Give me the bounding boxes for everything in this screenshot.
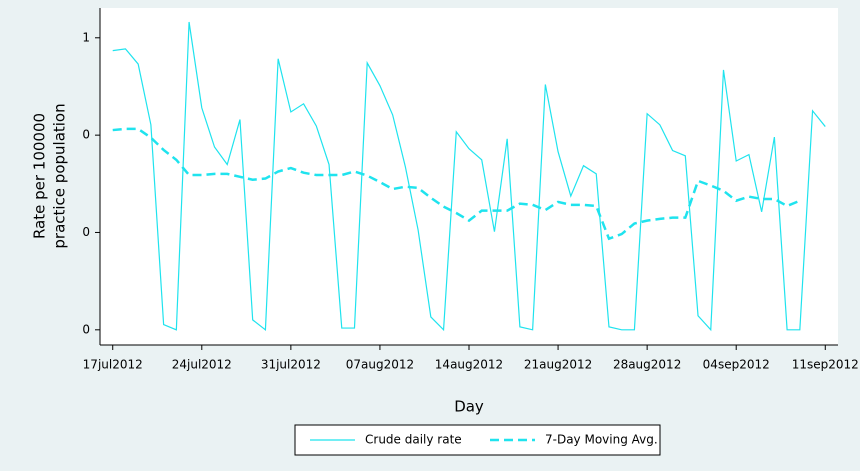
x-tick-label: 04sep2012	[703, 358, 770, 372]
x-axis-title: Day	[454, 398, 484, 416]
y-axis-title: practice population	[51, 103, 69, 248]
y-tick-label: 0	[82, 322, 90, 336]
x-tick-label: 28aug2012	[613, 358, 681, 372]
y-tick-label: 1	[82, 30, 90, 44]
series-line	[112, 127, 801, 241]
x-tick-label: 11sep2012	[792, 358, 859, 372]
x-tick-label: 24jul2012	[172, 358, 232, 372]
legend-label: Crude daily rate	[365, 433, 462, 447]
y-axis-title: Rate per 100000	[31, 113, 49, 239]
legend	[294, 424, 661, 456]
series-line	[112, 21, 826, 332]
y-tick-label: 0	[82, 128, 90, 142]
plot-area	[100, 8, 838, 345]
x-tick-label: 14aug2012	[435, 358, 503, 372]
x-tick-label: 17jul2012	[83, 358, 143, 372]
legend-label: 7-Day Moving Avg.	[545, 433, 658, 447]
x-tick-label: 31jul2012	[261, 358, 321, 372]
y-tick-label: 0	[82, 225, 90, 239]
x-tick-label: 07aug2012	[346, 358, 414, 372]
x-tick-label: 21aug2012	[524, 358, 592, 372]
